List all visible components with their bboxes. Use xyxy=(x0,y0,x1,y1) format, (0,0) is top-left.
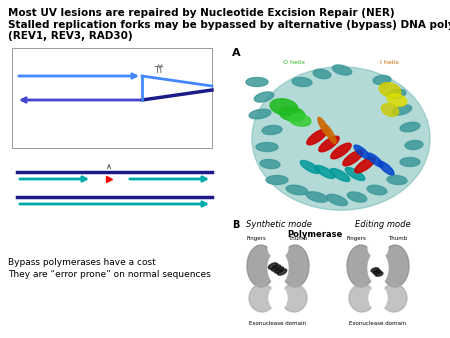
Ellipse shape xyxy=(281,284,307,312)
Ellipse shape xyxy=(254,92,274,102)
Ellipse shape xyxy=(381,103,399,116)
Ellipse shape xyxy=(373,281,383,289)
Ellipse shape xyxy=(260,160,280,169)
Text: Exonuclease domain: Exonuclease domain xyxy=(350,321,406,326)
Ellipse shape xyxy=(307,129,327,145)
Ellipse shape xyxy=(269,286,287,310)
Ellipse shape xyxy=(249,109,271,119)
Ellipse shape xyxy=(371,268,379,272)
Circle shape xyxy=(368,238,388,258)
Ellipse shape xyxy=(252,67,430,210)
Ellipse shape xyxy=(330,169,350,182)
Ellipse shape xyxy=(367,153,383,167)
Text: Polymerase: Polymerase xyxy=(288,230,342,239)
Text: TT: TT xyxy=(155,66,165,75)
Ellipse shape xyxy=(375,272,383,276)
Ellipse shape xyxy=(289,114,311,126)
Ellipse shape xyxy=(249,284,275,312)
Ellipse shape xyxy=(270,99,298,115)
Ellipse shape xyxy=(313,69,331,79)
Ellipse shape xyxy=(368,252,388,284)
Text: B: B xyxy=(232,220,239,230)
Ellipse shape xyxy=(388,89,406,99)
Ellipse shape xyxy=(343,150,363,166)
Ellipse shape xyxy=(349,284,375,312)
Ellipse shape xyxy=(324,124,336,144)
Ellipse shape xyxy=(286,185,308,195)
Ellipse shape xyxy=(256,143,278,151)
Ellipse shape xyxy=(347,192,367,202)
Ellipse shape xyxy=(331,143,351,159)
Ellipse shape xyxy=(387,94,407,106)
Text: O helix: O helix xyxy=(283,60,305,65)
Ellipse shape xyxy=(327,194,347,206)
Bar xyxy=(12,48,212,148)
Ellipse shape xyxy=(292,77,312,87)
Text: Thumb: Thumb xyxy=(288,236,308,241)
Ellipse shape xyxy=(345,168,365,180)
Text: Synthetic mode: Synthetic mode xyxy=(246,220,312,229)
Ellipse shape xyxy=(347,245,375,287)
Ellipse shape xyxy=(355,157,375,173)
Ellipse shape xyxy=(369,286,387,310)
Ellipse shape xyxy=(271,265,281,271)
Ellipse shape xyxy=(373,75,391,84)
Text: Fingers: Fingers xyxy=(346,236,366,241)
Ellipse shape xyxy=(262,125,282,135)
Ellipse shape xyxy=(279,107,305,121)
Ellipse shape xyxy=(268,263,278,269)
Ellipse shape xyxy=(373,270,381,274)
Text: They are “error prone” on normal sequences: They are “error prone” on normal sequenc… xyxy=(8,270,211,279)
Ellipse shape xyxy=(381,245,409,287)
Ellipse shape xyxy=(378,161,394,175)
Text: Fingers: Fingers xyxy=(246,236,266,241)
Ellipse shape xyxy=(400,158,420,167)
Ellipse shape xyxy=(268,252,288,284)
Text: Thumb: Thumb xyxy=(388,236,408,241)
Ellipse shape xyxy=(381,284,407,312)
Text: Editing mode: Editing mode xyxy=(355,220,410,229)
Ellipse shape xyxy=(315,166,335,178)
Ellipse shape xyxy=(405,141,423,149)
Text: Stalled replication forks may be bypassed by alternative (bypass) DNA polymerase: Stalled replication forks may be bypasse… xyxy=(8,20,450,30)
Ellipse shape xyxy=(247,245,275,287)
Ellipse shape xyxy=(354,145,370,159)
Ellipse shape xyxy=(277,269,287,275)
Text: A: A xyxy=(232,48,241,58)
Ellipse shape xyxy=(379,83,401,97)
Ellipse shape xyxy=(332,65,352,75)
Ellipse shape xyxy=(274,267,284,273)
Text: Most UV lesions are repaired by Nucleotide Excision Repair (NER): Most UV lesions are repaired by Nucleoti… xyxy=(8,8,395,18)
Ellipse shape xyxy=(318,117,330,137)
Ellipse shape xyxy=(246,77,268,87)
Ellipse shape xyxy=(300,161,320,173)
Ellipse shape xyxy=(367,185,387,195)
Ellipse shape xyxy=(281,245,309,287)
Ellipse shape xyxy=(273,281,283,289)
Text: Exonuclease domain: Exonuclease domain xyxy=(249,321,306,326)
Ellipse shape xyxy=(306,192,328,202)
Ellipse shape xyxy=(400,122,420,132)
Ellipse shape xyxy=(266,175,288,185)
Text: I helix: I helix xyxy=(381,60,400,65)
Text: (REV1, REV3, RAD30): (REV1, REV3, RAD30) xyxy=(8,31,133,41)
Ellipse shape xyxy=(387,175,407,185)
Ellipse shape xyxy=(392,105,412,115)
Circle shape xyxy=(268,238,288,258)
Ellipse shape xyxy=(319,136,339,152)
Text: Bypass polymerases have a cost: Bypass polymerases have a cost xyxy=(8,258,156,267)
